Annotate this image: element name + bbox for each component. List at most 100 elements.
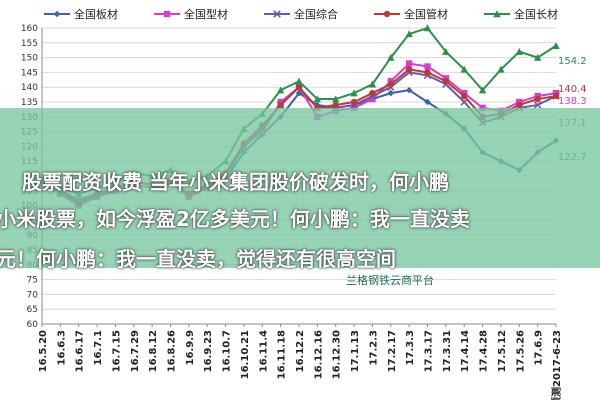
overlay-headline-1: 股票配资收费 当年小米集团股价破发时，何小鹏 <box>22 170 449 194</box>
overlay-headline-2: 小米股票，如今浮盈2亿多美元！何小鹏：我一直没卖 <box>0 207 470 231</box>
legend-item: 全国综合 <box>264 7 338 21</box>
legend-item: 全国长材 <box>484 7 558 21</box>
y-tick-label: 155 <box>21 39 38 49</box>
x-tick-label: 17.1.13 <box>350 330 361 372</box>
point <box>493 10 501 18</box>
x-tick-label: 16.10.21 <box>240 330 251 379</box>
x-tick-label: 17.2.3 <box>368 330 379 365</box>
news-banner-overlay <box>0 108 600 268</box>
x-tick-label: 16.7.29 <box>130 330 141 372</box>
point <box>424 69 431 76</box>
x-tick-label: 16.9.23 <box>203 330 214 372</box>
legend-label: 全国长材 <box>514 7 558 21</box>
legend-item: 全国板材 <box>44 7 118 21</box>
y-tick-label: 135 <box>21 98 38 108</box>
legend-label: 全国板材 <box>74 7 118 21</box>
x-tick-label: 16.11.18 <box>277 330 288 379</box>
point <box>497 65 505 73</box>
point <box>405 30 413 38</box>
x-tick-label: 16.6.17 <box>75 330 86 372</box>
x-tick-label: 17.4.28 <box>479 330 490 372</box>
point <box>350 89 358 97</box>
x-tick-label: 17.3.17 <box>424 330 435 372</box>
legend: 全国板材 全国型材 全国综合 全国管材 全国长材 <box>44 7 558 21</box>
point <box>424 63 431 70</box>
end-label: 138.3 <box>558 96 587 107</box>
point <box>534 95 541 103</box>
point <box>516 101 523 109</box>
point <box>478 86 487 94</box>
point <box>387 81 394 88</box>
point <box>295 89 303 97</box>
y-tick-label: 60 <box>27 320 39 330</box>
y-tick-label: 140 <box>21 83 38 93</box>
point <box>461 92 468 100</box>
y-tick-label: 160 <box>21 24 38 34</box>
x-tick-label: 16.7.15 <box>111 330 122 372</box>
point <box>552 92 560 100</box>
x-tick-label: 16.12.2 <box>295 330 306 372</box>
point <box>383 10 391 18</box>
x-axis: 16.5.20 16.6.3 16.6.17 16.7.1 16.7.15 16.7.29… <box>38 323 563 400</box>
x-tick-label: 17.5.26 <box>515 330 526 372</box>
x-tick-label: 16.6.3 <box>56 330 67 365</box>
legend-label: 全国综合 <box>294 7 338 21</box>
point <box>369 95 376 103</box>
point <box>442 78 450 85</box>
x-tick-label: 16.10.7 <box>222 330 233 372</box>
point <box>369 89 376 97</box>
point <box>387 89 394 97</box>
point <box>53 10 61 18</box>
x-tick-label: 16.5.20 <box>38 330 49 372</box>
point <box>332 95 340 103</box>
point <box>295 84 303 91</box>
point <box>163 10 171 18</box>
x-tick-label: 16.9.9 <box>185 330 196 365</box>
point <box>405 86 413 94</box>
point <box>313 95 322 103</box>
legend-item: 全国管材 <box>374 7 448 21</box>
point <box>424 98 431 106</box>
point <box>350 98 358 106</box>
x-tick-label: 16.8.12 <box>148 330 159 372</box>
x-tick-label: 16.11.4 <box>258 330 269 372</box>
point <box>533 53 542 61</box>
point <box>479 104 486 112</box>
legend-label: 全国型材 <box>184 7 228 21</box>
point <box>533 101 542 109</box>
point <box>276 86 285 94</box>
x-tick-label: 17.2.17 <box>387 330 398 372</box>
x-tick-label: 17.5.12 <box>497 330 508 372</box>
x-tick-label: 16.12.30 <box>332 330 343 379</box>
x-tick-label: 16.7.1 <box>93 330 104 365</box>
end-label: 154.2 <box>558 56 587 67</box>
x-tick-label: 预测2017-6-23 <box>550 330 563 400</box>
y-tick-label: 70 <box>27 290 39 300</box>
legend-item: 全国型材 <box>154 7 228 21</box>
y-tick-label: 145 <box>21 68 38 78</box>
point <box>423 24 432 32</box>
point <box>405 66 413 73</box>
x-tick-label: 16.8.26 <box>167 330 178 372</box>
point <box>295 77 303 85</box>
y-tick-label: 150 <box>21 54 38 64</box>
x-tick-label: 17.3.31 <box>442 330 453 372</box>
point <box>515 47 523 55</box>
x-tick-label: 17.4.14 <box>460 330 471 372</box>
overlay-headline-3: 元！何小鹏：我一直没卖，觉得还有很高空间 <box>0 247 396 271</box>
point <box>405 60 413 67</box>
y-tick-label: 75 <box>27 276 38 286</box>
end-label: 140.4 <box>558 84 587 95</box>
x-tick-label: 16.12.16 <box>313 330 324 379</box>
point <box>332 101 339 109</box>
x-tick-label: 17.6.9 <box>534 330 545 365</box>
point <box>273 10 281 18</box>
point <box>368 80 377 88</box>
point <box>442 47 450 55</box>
legend-label: 全国管材 <box>404 7 448 21</box>
y-tick-label: 65 <box>27 305 38 315</box>
point <box>460 65 468 73</box>
point <box>350 104 358 112</box>
point <box>277 101 284 109</box>
watermark-text: 兰格钢铁云商平台 <box>346 274 434 287</box>
